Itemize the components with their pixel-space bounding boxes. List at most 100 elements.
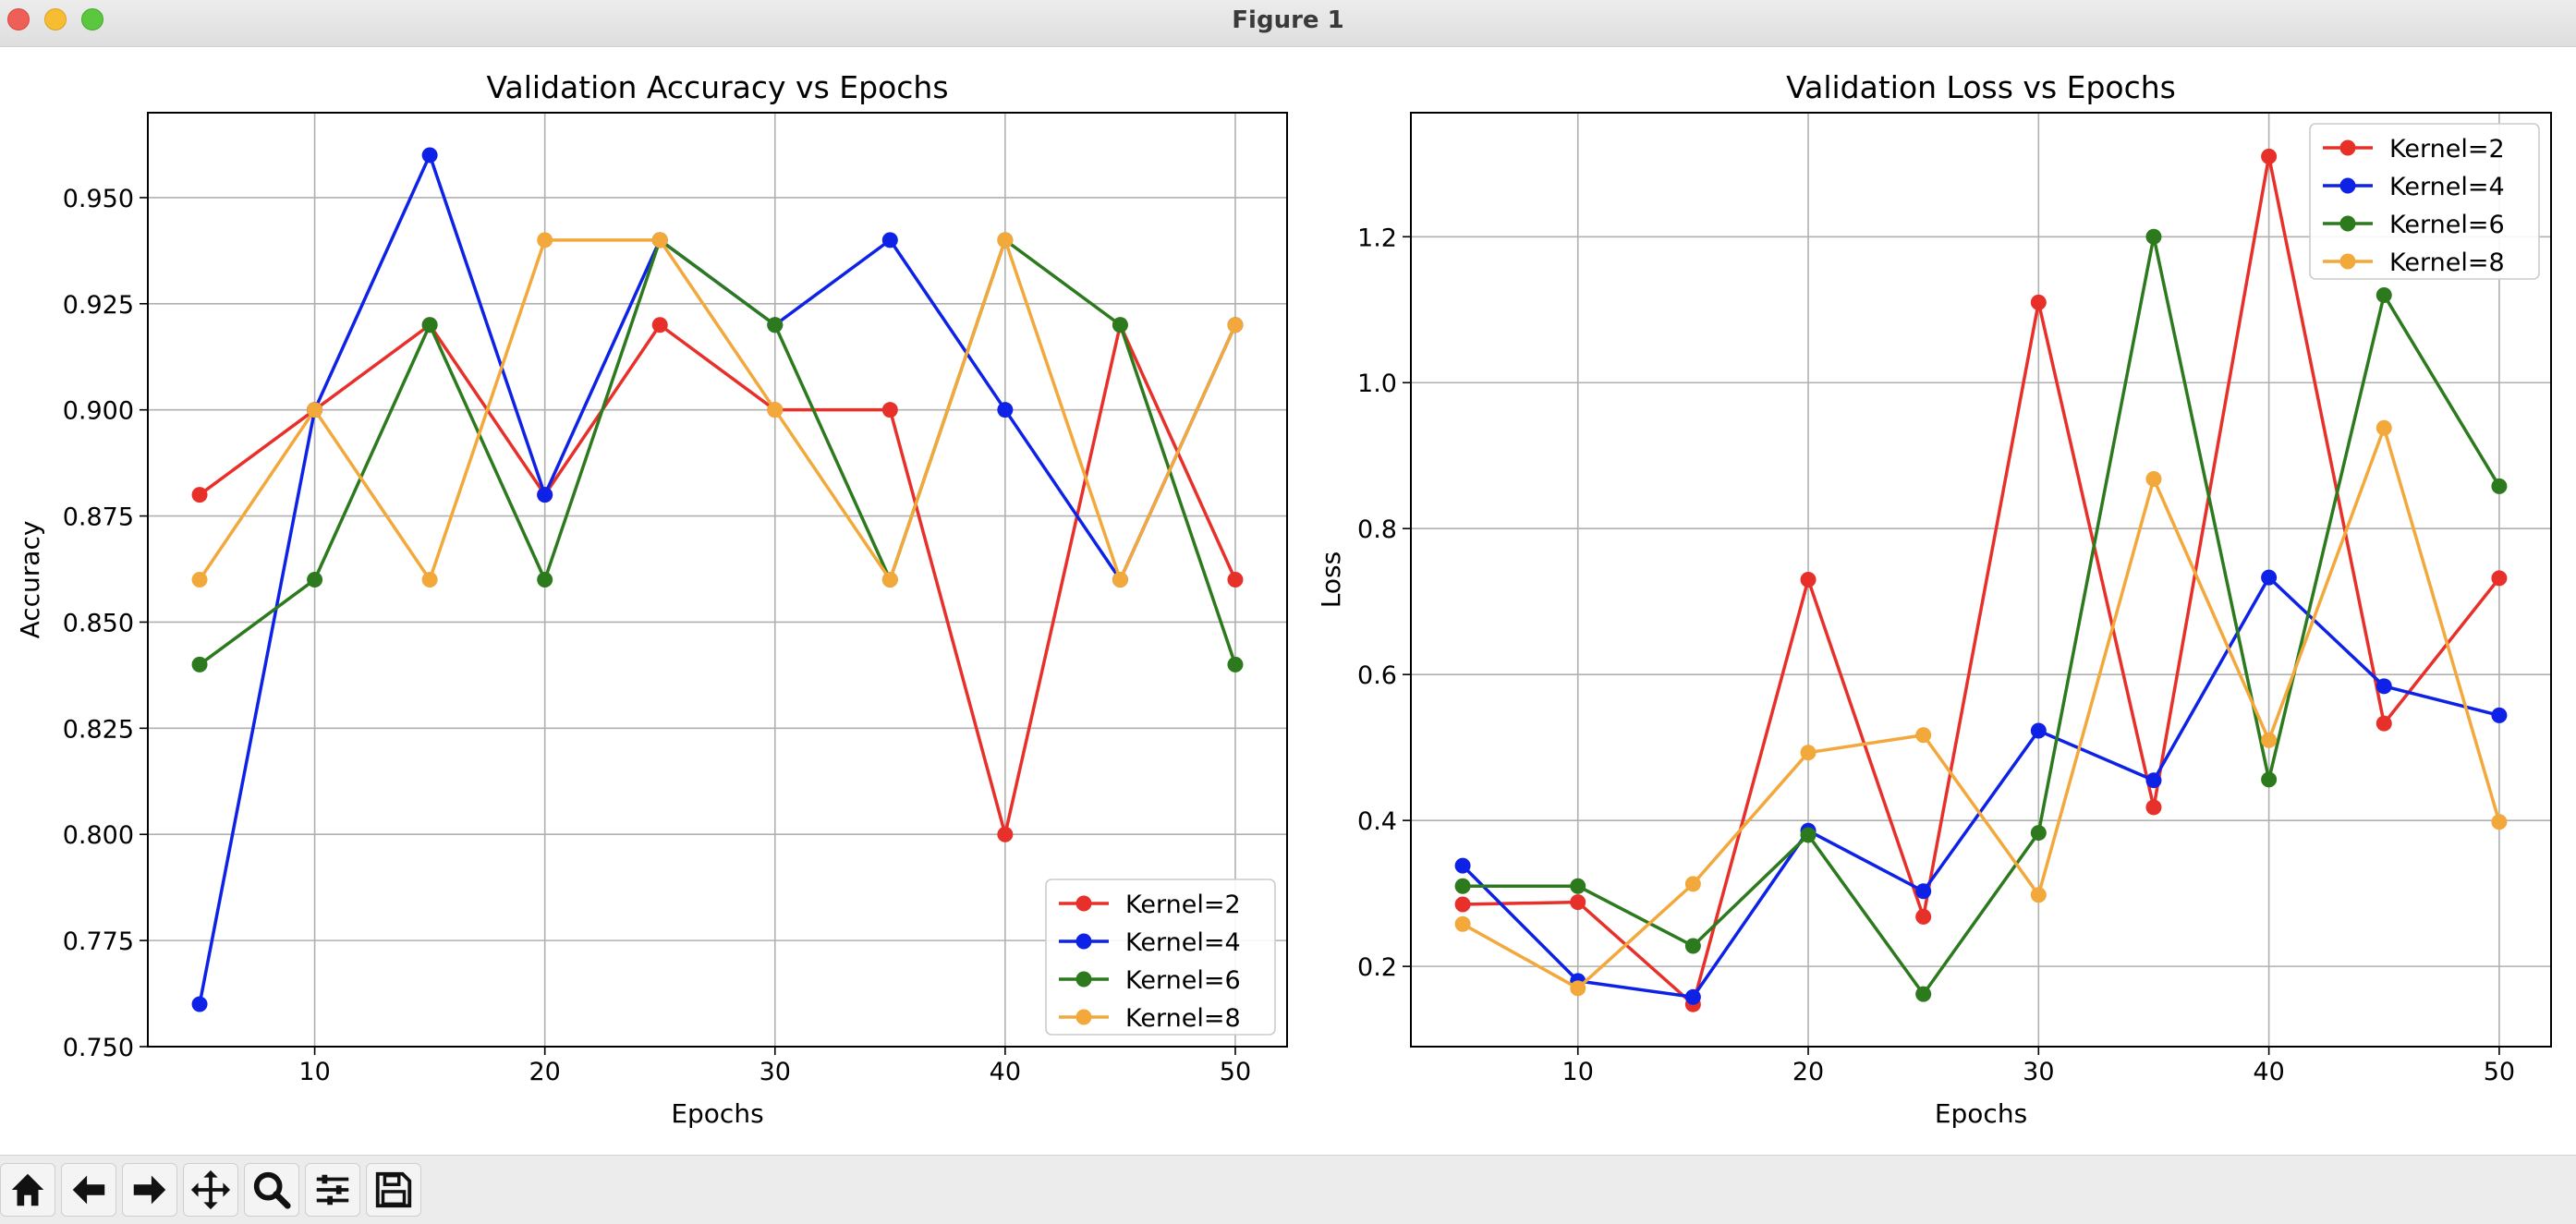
- data-point: [997, 232, 1014, 248]
- legend-label: Kernel=8: [2389, 248, 2505, 277]
- x-tick-label: 10: [298, 1058, 330, 1086]
- data-point: [2030, 825, 2047, 842]
- data-point: [2261, 569, 2278, 586]
- data-point: [2261, 771, 2278, 788]
- data-point: [2491, 814, 2508, 830]
- y-tick-label: 0.875: [63, 503, 134, 532]
- data-point: [1915, 727, 1932, 744]
- y-tick-label: 0.775: [63, 927, 134, 956]
- y-tick-label: 0.950: [63, 185, 134, 213]
- legend-marker: [2339, 177, 2356, 194]
- legend-label: Kernel=2: [2389, 135, 2505, 164]
- data-point: [651, 317, 668, 333]
- x-tick-label: 50: [1220, 1058, 1251, 1086]
- y-tick-label: 0.900: [63, 397, 134, 426]
- legend-label: Kernel=6: [1125, 966, 1241, 995]
- series-line-4: [1462, 426, 2501, 990]
- legend-marker: [2339, 253, 2356, 270]
- data-point: [2145, 471, 2162, 488]
- configure-subplots-button[interactable]: [305, 1163, 360, 1217]
- chart-title: Validation Loss vs Epochs: [1786, 69, 2176, 105]
- data-point: [1570, 980, 1586, 997]
- legend-label: Kernel=6: [2389, 211, 2505, 239]
- close-window-button[interactable]: [7, 8, 30, 30]
- data-point: [651, 232, 668, 248]
- series-line-2: [1461, 576, 2500, 1000]
- legend-marker: [1075, 1009, 1092, 1025]
- data-point: [2491, 570, 2508, 587]
- data-point: [2030, 294, 2047, 310]
- data-point: [1684, 876, 1701, 892]
- title-bar: Figure 1: [0, 0, 2576, 47]
- data-point: [1684, 938, 1701, 954]
- data-point: [881, 402, 898, 418]
- home-button[interactable]: [0, 1163, 55, 1217]
- data-point: [1454, 915, 1471, 932]
- minimize-window-button[interactable]: [44, 8, 67, 30]
- data-point: [421, 317, 438, 333]
- data-point: [537, 232, 553, 248]
- data-point: [1800, 745, 1817, 761]
- y-axis-label: Accuracy: [15, 521, 45, 639]
- data-point: [1915, 986, 1932, 1002]
- data-point: [1112, 317, 1128, 333]
- data-point: [1227, 572, 1244, 588]
- data-point: [191, 487, 208, 503]
- zoom-button[interactable]: [244, 1163, 299, 1217]
- back-button[interactable]: [61, 1163, 116, 1217]
- data-point: [1112, 572, 1128, 588]
- y-tick-label: 0.825: [63, 715, 134, 744]
- legend-box: [1045, 879, 1276, 1036]
- x-tick-label: 20: [529, 1058, 561, 1086]
- configure-subplots-icon: [316, 1174, 349, 1206]
- data-point: [1570, 878, 1586, 894]
- data-point: [1800, 827, 1817, 843]
- legend-label: Kernel=8: [1125, 1004, 1241, 1033]
- pan-button[interactable]: [183, 1163, 238, 1217]
- data-point: [1915, 908, 1932, 925]
- y-tick-label: 1.2: [1357, 224, 1397, 252]
- legend-marker: [1075, 971, 1092, 988]
- legend-marker: [2339, 139, 2356, 156]
- navigation-toolbar: [0, 1155, 2576, 1224]
- series-line-3: [1463, 235, 2501, 996]
- data-point: [1570, 894, 1586, 911]
- data-point: [2145, 228, 2162, 245]
- forward-button[interactable]: [122, 1163, 177, 1217]
- data-point: [1227, 656, 1244, 673]
- data-point: [191, 996, 208, 1012]
- x-tick-label: 30: [2023, 1058, 2054, 1086]
- data-point: [2491, 478, 2508, 494]
- data-point: [2491, 707, 2508, 723]
- data-point: [537, 572, 553, 588]
- legend-label: Kernel=4: [2389, 173, 2505, 201]
- legend-label: Kernel=2: [1125, 891, 1241, 919]
- y-tick-label: 0.750: [63, 1034, 134, 1062]
- y-tick-label: 1.0: [1357, 370, 1397, 398]
- x-tick-label: 10: [1562, 1058, 1594, 1086]
- legend-marker: [2339, 215, 2356, 232]
- series-line-1: [199, 323, 1237, 836]
- data-point: [1227, 317, 1244, 333]
- data-point: [1454, 896, 1471, 913]
- save-icon: [375, 1171, 412, 1208]
- data-point: [421, 147, 438, 164]
- y-tick-label: 0.850: [63, 609, 134, 637]
- save-button[interactable]: [366, 1163, 421, 1217]
- x-tick-label: 40: [2253, 1058, 2284, 1086]
- maximize-window-button[interactable]: [81, 8, 103, 30]
- series-line-3: [199, 238, 1237, 666]
- data-point: [2376, 715, 2392, 732]
- data-point: [2376, 286, 2392, 303]
- x-axis-label: Epochs: [671, 1098, 763, 1129]
- zoom-icon: [253, 1171, 291, 1209]
- chart-title: Validation Accuracy vs Epochs: [486, 69, 948, 105]
- y-tick-label: 0.4: [1357, 807, 1397, 836]
- data-point: [1915, 883, 1932, 900]
- legend-marker: [1075, 895, 1092, 912]
- home-icon: [11, 1173, 44, 1206]
- plot-frame: [1410, 112, 2552, 1048]
- data-point: [2261, 148, 2278, 164]
- data-point: [881, 232, 898, 248]
- data-point: [767, 317, 784, 333]
